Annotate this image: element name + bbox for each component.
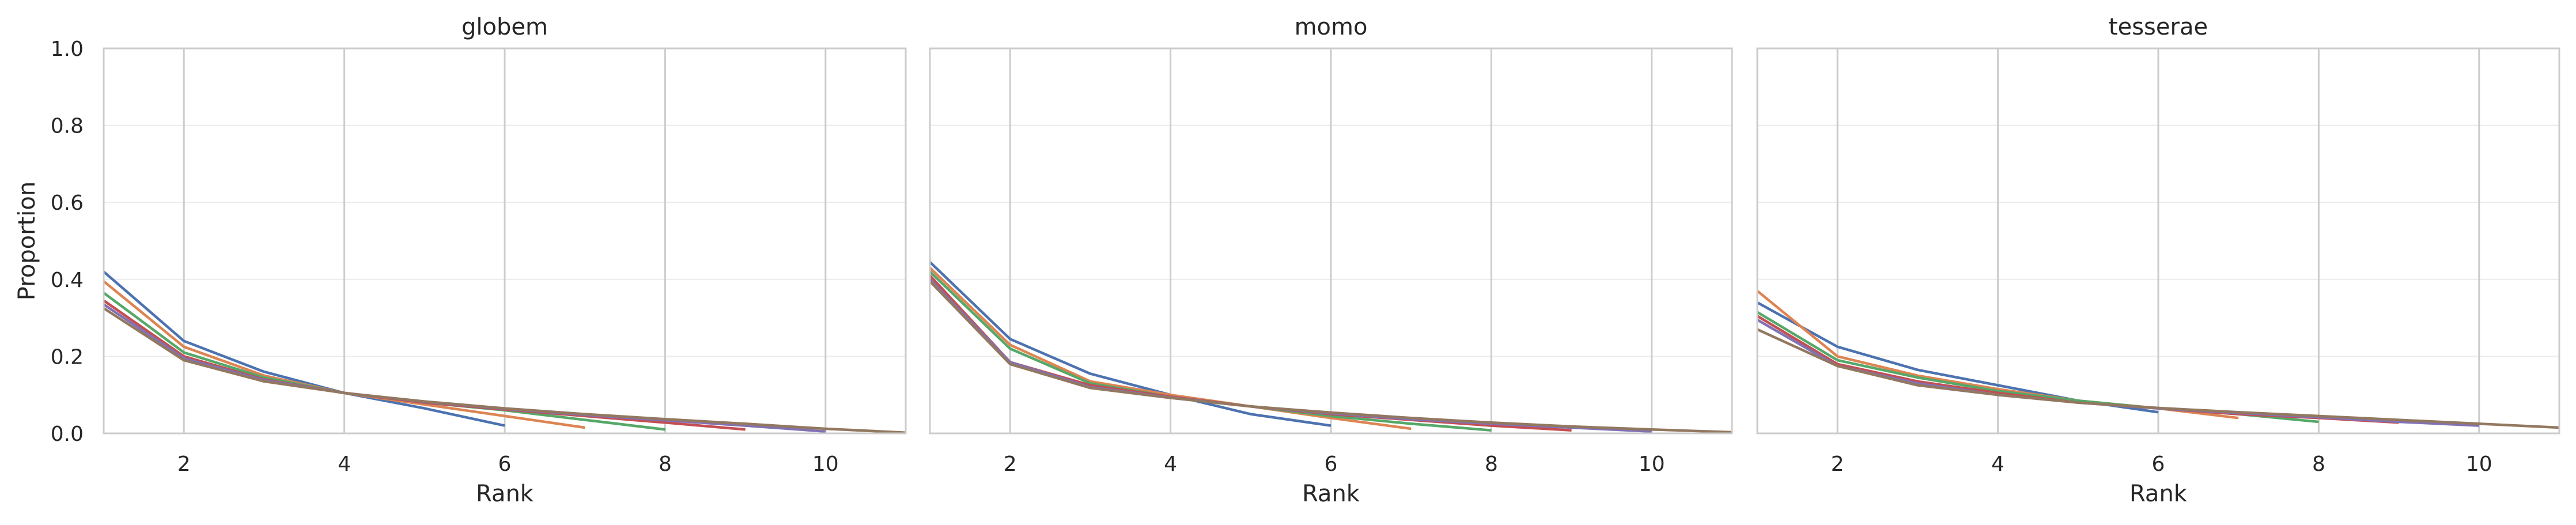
plot-frame xyxy=(1756,47,2560,435)
series-line-1 xyxy=(929,261,1331,427)
series-line-6 xyxy=(103,307,906,434)
x-tick-label: 2 xyxy=(1004,452,1017,476)
series-line-1 xyxy=(103,270,505,427)
x-tick-label: 2 xyxy=(1831,452,1844,476)
y-tick-label: 0.2 xyxy=(51,345,84,369)
panel-title: momo xyxy=(1295,14,1368,40)
x-tick-label: 10 xyxy=(2466,452,2492,476)
series-line-3 xyxy=(929,270,1492,432)
series-line-6 xyxy=(1757,328,2560,429)
y-tick-label: 1.0 xyxy=(51,37,84,61)
panel-title: tesserae xyxy=(2109,14,2208,40)
panel-2: 2 4 6 8 10 momo Rank xyxy=(929,14,1733,507)
x-axis-label: Rank xyxy=(2129,481,2188,507)
plot-frame xyxy=(103,47,907,435)
x-tick-label: 6 xyxy=(2152,452,2165,476)
panel-title: globem xyxy=(462,14,548,40)
x-tick-label: 8 xyxy=(1485,452,1498,476)
x-tick-label: 4 xyxy=(1991,452,2004,476)
panel-1: 2 4 6 8 10 0.0 0.2 0.4 0.6 0.8 1.0 globem Rank Propor… xyxy=(14,14,907,507)
x-tick-label: 10 xyxy=(812,452,839,476)
x-tick-label: 8 xyxy=(2312,452,2325,476)
plot-frame xyxy=(929,47,1733,435)
x-tick-label: 8 xyxy=(659,452,672,476)
y-tick-label: 0.6 xyxy=(51,191,84,215)
x-tick-label: 6 xyxy=(498,452,512,476)
x-axis-label: Rank xyxy=(1302,481,1360,507)
x-tick-label: 4 xyxy=(1164,452,1177,476)
x-tick-label: 4 xyxy=(338,452,351,476)
y-axis-label: Proportion xyxy=(14,182,40,300)
panel-3: 2 4 6 8 10 tesserae Rank xyxy=(1756,14,2560,507)
y-tick-label: 0.4 xyxy=(51,269,84,292)
x-tick-label: 10 xyxy=(1639,452,1665,476)
series-line-6 xyxy=(929,280,1733,434)
y-tick-label: 0.8 xyxy=(51,115,84,138)
x-axis-label: Rank xyxy=(476,481,534,507)
y-tick-label: 0.0 xyxy=(51,422,84,446)
x-tick-label: 2 xyxy=(177,452,191,476)
series-line-2 xyxy=(929,267,1412,430)
x-tick-label: 6 xyxy=(1325,452,1338,476)
